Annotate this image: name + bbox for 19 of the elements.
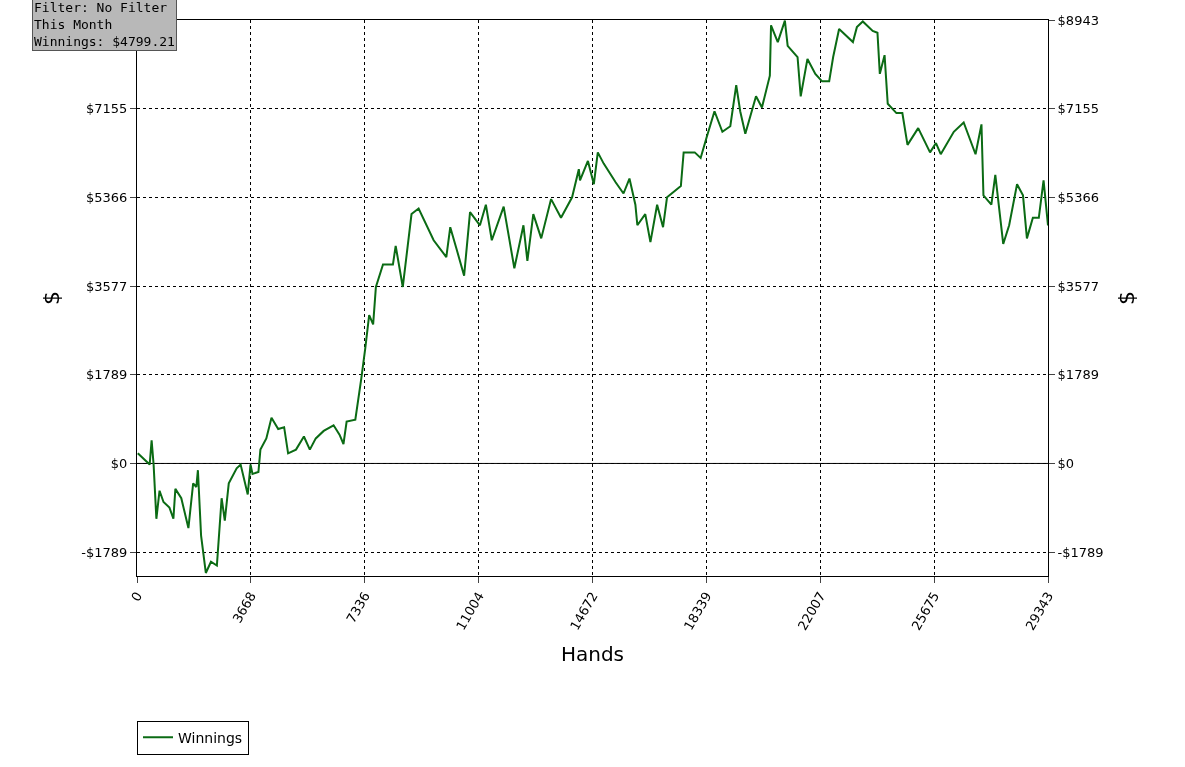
annotation: Filter: No Filter This Month Winnings: $4799.21 xyxy=(34,0,175,49)
x-axis-title: Hands xyxy=(560,642,625,667)
y2-tick-label: $5366 xyxy=(1057,189,1099,205)
y-tick-label: $5366 xyxy=(86,189,128,205)
y-tick-label: $0 xyxy=(110,455,128,471)
y2-tick-label: $1789 xyxy=(1057,367,1099,383)
y2-axis-title: $ xyxy=(1113,291,1139,305)
y-tick-label: $3577 xyxy=(86,278,128,294)
y-tick-label: $1789 xyxy=(86,367,128,383)
y-axis-title: $ xyxy=(39,291,65,305)
y2-tick-label: $0 xyxy=(1057,455,1075,471)
y-tick-label: $7155 xyxy=(86,101,128,117)
y-tick-label: -$1789 xyxy=(81,544,128,560)
x-tick-label: 0 xyxy=(128,589,146,605)
y2-tick-label: $3577 xyxy=(1057,278,1099,294)
y2-tick-label: $8943 xyxy=(1057,12,1099,28)
y2-tick-label: $7155 xyxy=(1057,101,1099,117)
legend-label: Winnings xyxy=(178,729,243,746)
y2-tick-label: -$1789 xyxy=(1057,544,1104,560)
